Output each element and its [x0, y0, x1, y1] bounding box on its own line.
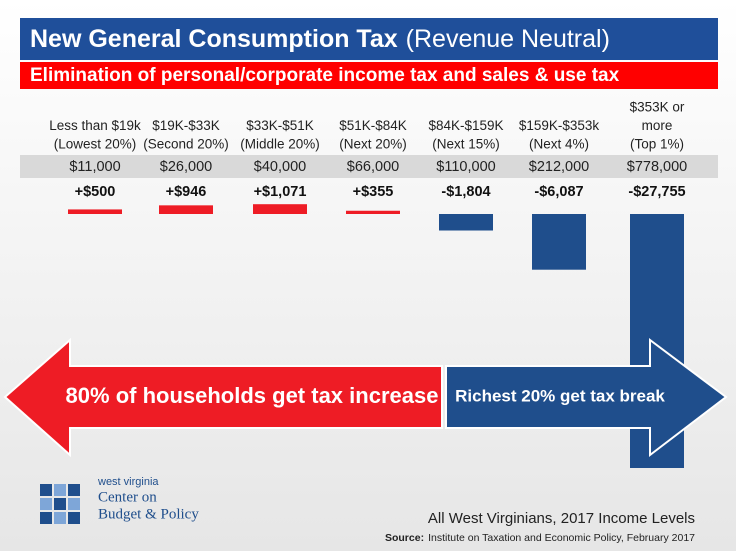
- category-label: $353K or: [630, 100, 685, 115]
- value-label: -$6,087: [534, 184, 583, 200]
- footer: All West Virginians, 2017 Income Levels: [428, 510, 695, 527]
- source-text: Institute on Taxation and Economic Polic…: [428, 532, 695, 544]
- subtitle: Elimination of personal/corporate income…: [30, 65, 620, 86]
- category-label: (Next 20%): [339, 137, 407, 152]
- logo-square: [54, 498, 66, 510]
- value-label: +$355: [353, 184, 394, 200]
- category-label: (Top 1%): [630, 137, 684, 152]
- category-label: Less than $19k: [49, 118, 141, 133]
- income-label: $40,000: [254, 159, 306, 175]
- source: Source: Institute on Taxation and Economi…: [385, 532, 695, 544]
- logo-square: [68, 498, 80, 510]
- category-label: more: [642, 118, 673, 133]
- income-band: [20, 155, 718, 178]
- logo-square: [68, 512, 80, 524]
- bar: [439, 214, 493, 231]
- value-label: -$1,804: [441, 184, 490, 200]
- logo: west virginia Center on Budget & Policy: [40, 476, 199, 524]
- logo-text: Budget & Policy: [98, 506, 199, 522]
- arrow-right-text: Richest 20% get tax break: [455, 386, 665, 405]
- logo-square: [40, 498, 52, 510]
- value-label: -$27,755: [628, 184, 685, 200]
- logo-text: Center on: [98, 489, 157, 505]
- category-label: (Next 15%): [432, 137, 500, 152]
- logo-square: [40, 512, 52, 524]
- category-label: $84K-$159K: [428, 118, 503, 133]
- bar: [532, 214, 586, 270]
- value-label: +$1,071: [254, 184, 307, 200]
- category-label: $33K-$51K: [246, 118, 314, 133]
- bar: [346, 210, 400, 214]
- logo-square: [68, 484, 80, 496]
- arrow-left-text: 80% of households get tax increase: [66, 383, 439, 408]
- title: New General Consumption Tax (Revenue Neut…: [30, 25, 610, 53]
- title-note: (Revenue Neutral): [406, 25, 610, 53]
- title-main: New General Consumption Tax: [30, 25, 398, 53]
- category-label: $51K-$84K: [339, 118, 407, 133]
- value-label: +$946: [166, 184, 207, 200]
- category-label: $159K-$353k: [519, 118, 600, 133]
- category-label: $19K-$33K: [152, 118, 220, 133]
- income-label: $11,000: [69, 159, 120, 175]
- logo-text: west virginia: [97, 476, 159, 488]
- bar: [253, 204, 307, 214]
- arrow: 80% of households get tax increase Riche…: [3, 337, 728, 458]
- income-label: $778,000: [627, 159, 687, 175]
- logo-square: [40, 484, 52, 496]
- bar: [68, 209, 122, 214]
- source-label: Source:: [385, 532, 424, 544]
- bar: [159, 205, 213, 214]
- category-label: (Lowest 20%): [54, 137, 137, 152]
- category-label: (Middle 20%): [240, 137, 320, 152]
- subtitle-bar: [20, 62, 718, 89]
- income-label: $110,000: [436, 159, 495, 175]
- arrow-right: [445, 338, 728, 458]
- logo-square: [54, 512, 66, 524]
- value-label: +$500: [75, 184, 116, 200]
- income-label: $66,000: [347, 159, 399, 175]
- logo-square: [54, 484, 66, 496]
- arrow-left: [3, 337, 443, 458]
- income-label: $26,000: [160, 159, 212, 175]
- title-bar: [20, 18, 718, 60]
- category-label: (Next 4%): [529, 137, 589, 152]
- category-label: (Second 20%): [143, 137, 229, 152]
- income-label: $212,000: [529, 159, 589, 175]
